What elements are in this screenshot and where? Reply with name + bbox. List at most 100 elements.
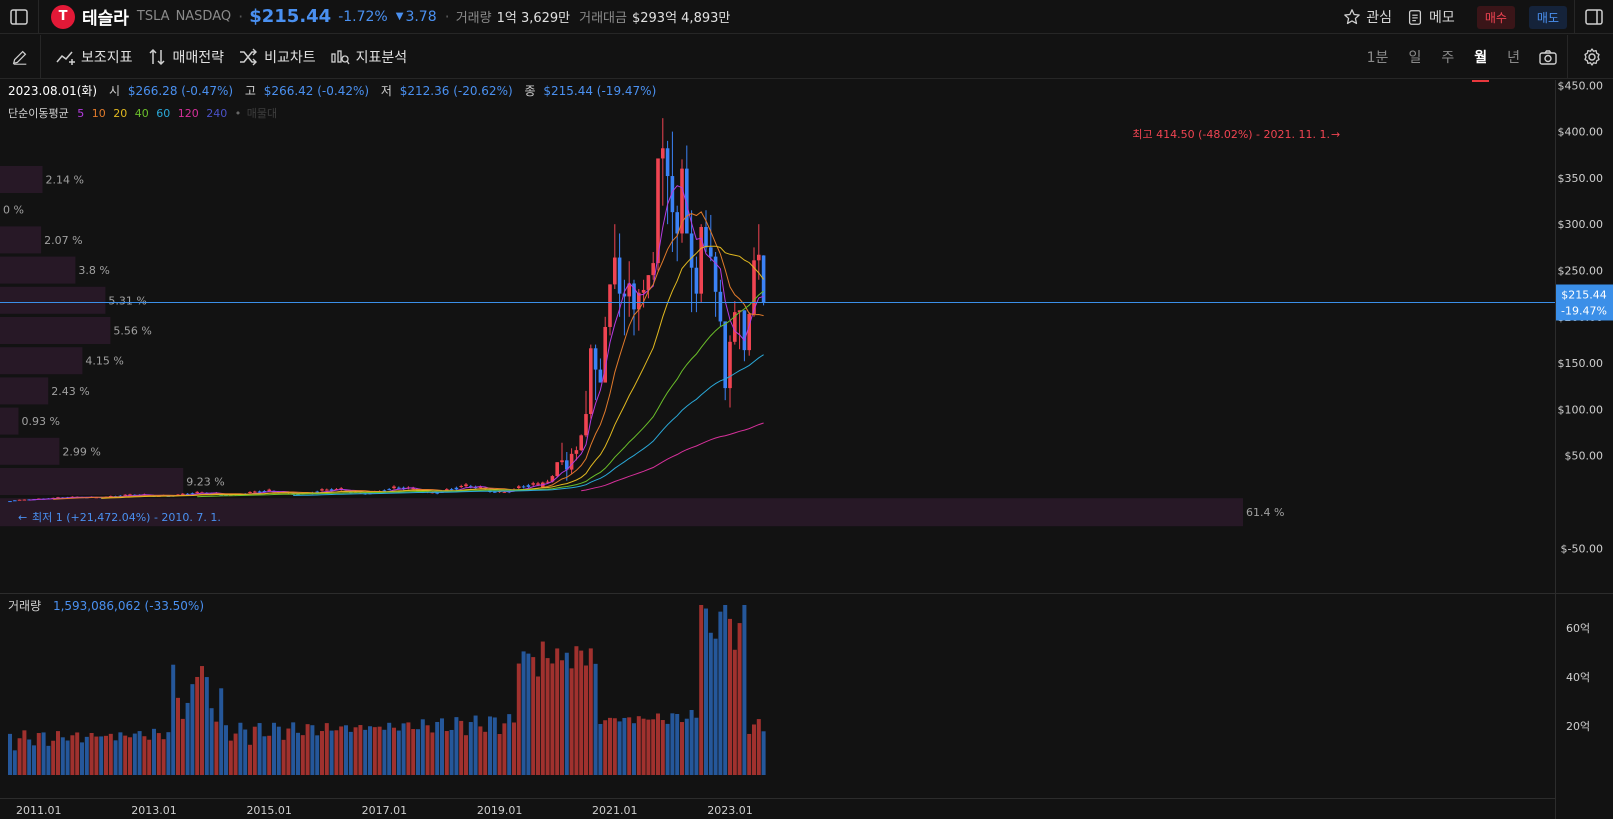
candle-body — [550, 476, 555, 482]
candle-body — [675, 212, 679, 234]
analysis-button[interactable]: 지표분석 — [330, 47, 407, 67]
volume-bar — [166, 732, 171, 775]
volume-profile-label: 4.15 % — [85, 355, 123, 368]
candle-body — [627, 283, 631, 297]
volume-bar — [569, 668, 574, 775]
volume-bar — [233, 733, 238, 775]
current-price-tag: $215.44 -19.47% — [1556, 284, 1613, 321]
x-axis-tick: 2017.01 — [362, 804, 408, 817]
candle-body — [190, 493, 195, 495]
timeframe-day[interactable]: 일 — [1408, 50, 1422, 66]
volume-bar — [555, 648, 560, 775]
ma-40-line — [197, 290, 764, 498]
volume-profile-bar — [0, 498, 1243, 527]
price-axis-tick: $400.00 — [1558, 126, 1604, 139]
volume-bar — [185, 702, 190, 775]
volume-bar — [142, 736, 147, 775]
volume-bar — [747, 733, 752, 775]
volume-bar — [56, 731, 60, 775]
indicator-icon — [56, 51, 75, 65]
indicators-button[interactable]: 보조지표 — [55, 47, 133, 67]
volume-bar — [574, 646, 579, 775]
candle-body — [699, 226, 703, 294]
volume-bar — [137, 731, 142, 775]
watch-button[interactable]: 관심 — [1343, 7, 1392, 27]
volume-bar — [291, 722, 296, 775]
volume-bar — [315, 735, 320, 775]
volume-bar — [372, 727, 377, 775]
candle-body — [118, 495, 123, 497]
timeframe-week[interactable]: 주 — [1441, 50, 1455, 66]
volume-bar — [588, 648, 593, 775]
indicators-label: 보조지표 — [81, 49, 133, 66]
volume-bar — [521, 651, 526, 775]
amount-value: $293억 4,893만 — [631, 11, 731, 26]
ma-legend-5: 5 — [77, 107, 84, 120]
price-axis-tick: $250.00 — [1558, 265, 1604, 278]
candle-body — [17, 499, 22, 501]
volume-bar — [358, 725, 363, 775]
candle-body — [325, 489, 329, 491]
volume-bar — [464, 735, 468, 775]
volume-bar — [526, 653, 531, 775]
price-axis-tick: $150.00 — [1558, 357, 1604, 370]
price-chart[interactable]: 2.14 % 0 % 2.07 % 3.8 % 5.31 % 5.56 % 4.15 % 2.… — [0, 80, 1613, 819]
timeframe-year[interactable]: 년 — [1507, 50, 1520, 66]
volume-bar — [497, 734, 502, 775]
volume-bar — [180, 718, 185, 775]
camera-icon[interactable] — [1538, 48, 1558, 66]
x-axis-tick: 2011.01 — [16, 804, 62, 817]
compare-button[interactable]: 비교차트 — [238, 47, 316, 67]
volume-bar — [36, 733, 41, 775]
volume-bar — [564, 652, 569, 775]
volume-bar — [65, 740, 70, 775]
volume-bar — [267, 735, 272, 775]
compare-label: 비교차트 — [264, 49, 316, 66]
amount-label: 거래대금 — [579, 11, 627, 26]
volume-bar — [656, 713, 660, 775]
timeframe-selector: 1분 일 주 월 년 — [1365, 35, 1558, 82]
draw-pencil-icon[interactable] — [0, 40, 40, 74]
volume-bar — [708, 632, 713, 775]
volume-bar — [190, 684, 195, 775]
sort-arrows-icon — [149, 48, 165, 65]
candle-body — [531, 483, 535, 485]
sell-button[interactable]: 매도 — [1528, 5, 1567, 29]
timeframe-1min[interactable]: 1분 — [1366, 50, 1389, 66]
candle-body — [267, 489, 271, 491]
candle-body — [665, 148, 670, 177]
volume-bar — [579, 650, 584, 775]
info-close: $215.44 (-19.47%) — [543, 84, 656, 98]
buy-button[interactable]: 매수 — [1476, 5, 1515, 29]
volume-bar — [22, 730, 27, 775]
volume-bar — [627, 717, 632, 775]
candle-body — [13, 500, 17, 502]
strategy-label: 매매전략 — [172, 49, 225, 66]
strategy-button[interactable]: 매매전략 — [147, 47, 225, 67]
candle-body — [742, 310, 747, 351]
candle-body — [392, 486, 396, 489]
timeframe-month[interactable]: 월 — [1472, 47, 1490, 82]
candle-body — [353, 491, 358, 493]
volume-profile-bar — [0, 377, 49, 405]
volume-bar — [310, 725, 315, 775]
volume-bar — [118, 732, 123, 775]
volume-bar — [89, 732, 94, 775]
volume-bar — [756, 719, 761, 775]
sidebar-toggle-icon[interactable] — [0, 0, 38, 34]
candle-body — [469, 486, 473, 488]
candle-body — [661, 148, 665, 159]
candle-body — [728, 341, 732, 389]
settings-gear-icon[interactable] — [1575, 40, 1609, 74]
candle-body — [574, 450, 579, 454]
volume-bar — [8, 733, 12, 775]
volume-bar — [742, 605, 747, 775]
candle-body — [185, 493, 190, 495]
ma-legend[interactable]: 단순이동평균 5 10 20 40 60 120 240 • 매물대 — [8, 107, 277, 120]
candle-body — [253, 491, 257, 493]
panel-toggle-icon[interactable] — [1577, 0, 1611, 34]
memo-button[interactable]: 메모 — [1406, 7, 1455, 27]
ma-legend-40: 40 — [135, 107, 149, 120]
volume-bar — [305, 724, 310, 775]
volume-bar — [387, 722, 392, 775]
